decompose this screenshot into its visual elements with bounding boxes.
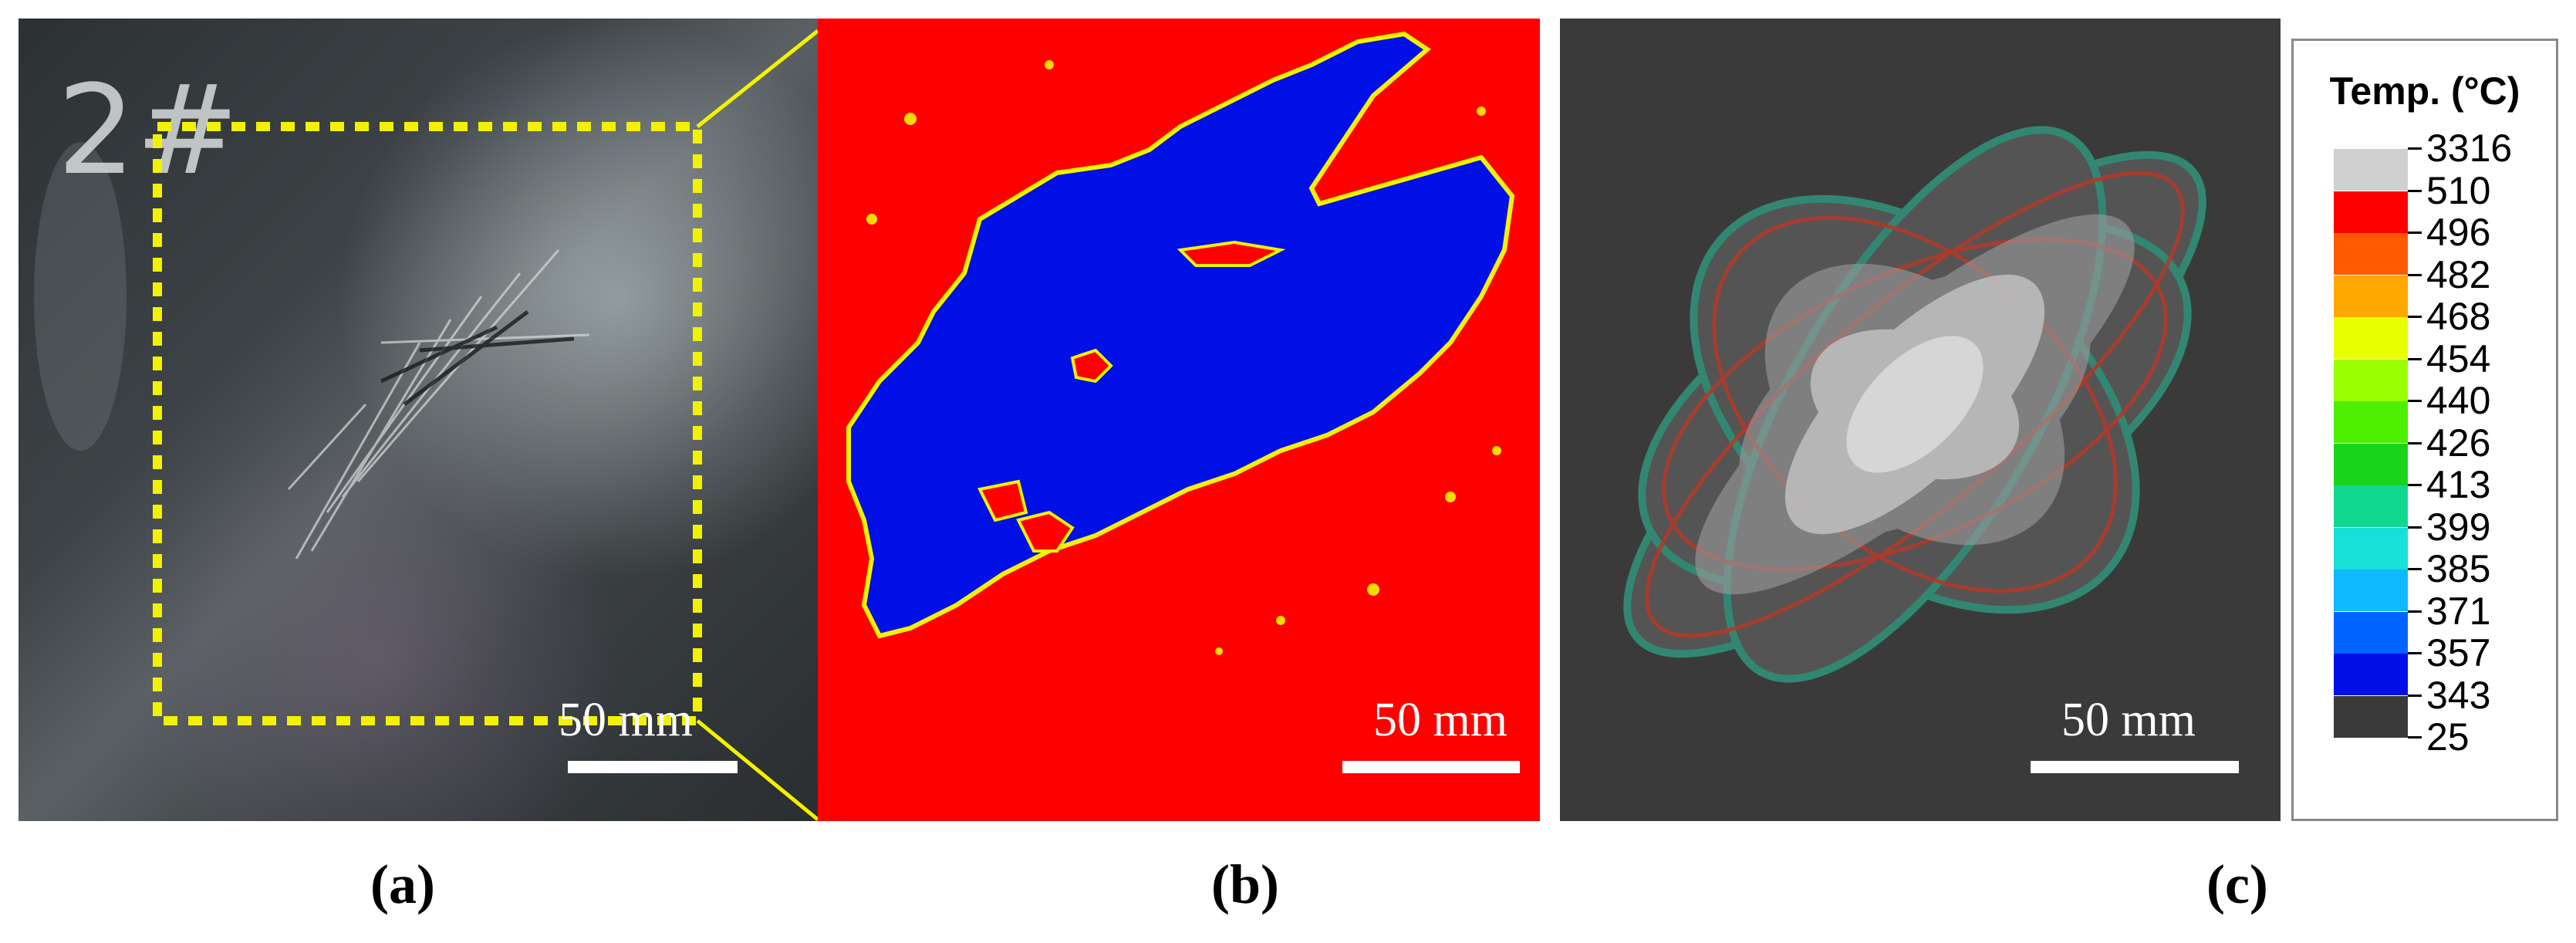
temperature-field-image: [1560, 19, 2281, 821]
legend-tick: [2408, 357, 2422, 360]
legend-value: 468: [2426, 295, 2491, 338]
photo-plate-image: 2#: [19, 19, 818, 821]
caption-b: (b): [1211, 853, 1279, 915]
legend-title: Temp. (°C): [2329, 69, 2520, 113]
legend-tick: [2408, 526, 2422, 529]
legend-value: 413: [2426, 463, 2491, 506]
legend-value: 399: [2426, 505, 2491, 549]
temperature-field-panel: 50 mm: [1560, 19, 2281, 821]
legend-value: 426: [2426, 421, 2491, 465]
caption-a: (a): [370, 853, 435, 915]
legend-tick: [2408, 147, 2422, 150]
legend-swatch: [2334, 654, 2408, 695]
scale-bar-label-a: 50 mm: [559, 694, 693, 746]
damage-map-panel: 50 mm: [818, 19, 1540, 821]
legend-tick: [2408, 484, 2422, 486]
scale-bar-b: [1342, 761, 1520, 773]
damage-map-image: [818, 19, 1540, 821]
legend-tick: [2408, 232, 2422, 234]
legend-value: 440: [2426, 379, 2491, 422]
legend-swatch: [2334, 443, 2408, 485]
caption-c: (c): [2206, 853, 2268, 915]
legend-tick: [2408, 441, 2422, 444]
legend-swatch: [2334, 275, 2408, 317]
legend-tick: [2408, 189, 2422, 192]
legend-tick: [2408, 694, 2422, 697]
legend-value: 25: [2426, 715, 2470, 759]
legend-value: 357: [2426, 631, 2491, 674]
legend-tick: [2408, 568, 2422, 570]
scale-bar-label-c: 50 mm: [2061, 694, 2196, 746]
legend-value: 454: [2426, 336, 2491, 380]
legend-tick: [2408, 273, 2422, 276]
legend-tick: [2408, 400, 2422, 402]
legend-value: 3316: [2426, 127, 2513, 170]
scale-bar-a: [568, 761, 738, 773]
legend-swatch: [2334, 611, 2408, 654]
legend-value: 385: [2426, 547, 2491, 590]
legend-value: 482: [2426, 252, 2491, 296]
legend-value: 343: [2426, 673, 2491, 717]
legend-swatch: [2334, 485, 2408, 527]
legend-swatch: [2334, 527, 2408, 570]
legend-swatch: [2334, 317, 2408, 359]
scale-bar-c: [2031, 761, 2239, 773]
legend-value: 371: [2426, 589, 2491, 633]
legend-swatch: [2334, 359, 2408, 401]
legend-value: 510: [2426, 168, 2491, 212]
legend-swatch: [2334, 191, 2408, 233]
legend-tick: [2408, 736, 2422, 739]
legend-swatch: [2334, 149, 2408, 191]
photo-panel: 2# 50 mm: [19, 19, 818, 821]
legend-tick: [2408, 610, 2422, 613]
scale-bar-label-b: 50 mm: [1373, 694, 1507, 746]
legend-tick: [2408, 316, 2422, 318]
legend-swatch: [2334, 233, 2408, 275]
legend-tick: [2408, 652, 2422, 654]
legend-swatch: [2334, 695, 2408, 738]
legend-value: 496: [2426, 211, 2491, 254]
temperature-legend: Temp. (°C) 3316 510 496 482 468 454 440 426 413 3…: [2291, 39, 2558, 821]
legend-swatch: [2334, 401, 2408, 443]
legend-swatch: [2334, 570, 2408, 611]
